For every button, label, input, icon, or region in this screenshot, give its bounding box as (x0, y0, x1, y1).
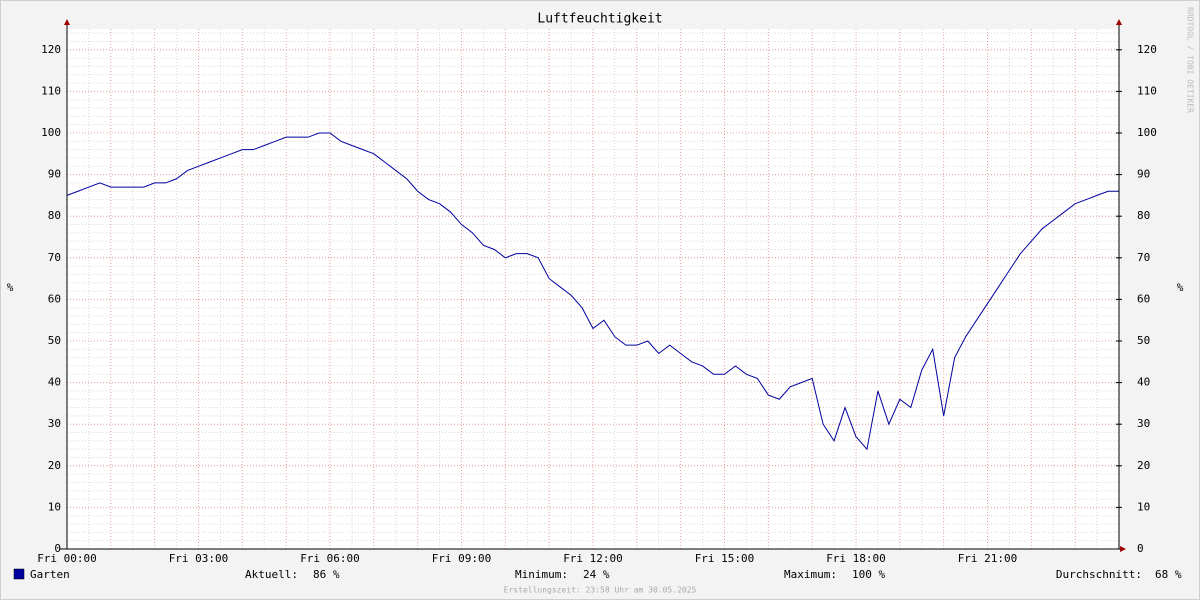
y-tick-label: 90 (48, 168, 61, 181)
axis-arrow (64, 19, 70, 25)
y-tick-label: 10 (48, 500, 61, 513)
legend: Garten Aktuell: 86 % Minimum: 24 % Maximum: 10… (13, 568, 1182, 581)
y-tick-label: 110 (41, 84, 61, 97)
grid (66, 29, 1119, 550)
x-tick-label: Fri 06:00 (300, 552, 360, 565)
y2-tick-label: 20 (1137, 459, 1150, 472)
x-tick-label: Fri 09:00 (432, 552, 492, 565)
stat-label: Maximum: (784, 568, 837, 581)
x-tick-label: Fri 18:00 (826, 552, 886, 565)
y-tick-label: 70 (48, 251, 61, 264)
x-tick-label: Fri 00:00 (37, 552, 97, 565)
y2-tick-label: 10 (1137, 500, 1150, 513)
stat-value: 24 % (583, 568, 610, 581)
stat-label: Durchschnitt: (1056, 568, 1142, 581)
x-tick-label: Fri 21:00 (958, 552, 1018, 565)
y2-tick-label: 100 (1137, 126, 1157, 139)
y2-tick-label: 120 (1137, 43, 1157, 56)
x-tick-label: Fri 03:00 (169, 552, 229, 565)
y-tick-label: 0 (54, 542, 61, 555)
plot-area (67, 29, 1119, 549)
y-tick-label: 80 (48, 209, 61, 222)
axis-arrow (1116, 19, 1122, 25)
stat-value: 68 % (1155, 568, 1182, 581)
x-tick-label: Fri 15:00 (695, 552, 755, 565)
y2-tick-label: 40 (1137, 376, 1150, 389)
y2-tick-label: 0 (1137, 542, 1144, 555)
y-tick-label: 100 (41, 126, 61, 139)
y-axis-label: % (7, 281, 14, 294)
y-tick-label: 120 (41, 43, 61, 56)
y-tick-label: 40 (48, 376, 61, 389)
stat-value: 100 % (852, 568, 885, 581)
stat-label: Aktuell: (245, 568, 298, 581)
y2-axis-label: % (1177, 281, 1184, 294)
watermark: RRDTOOL / TOBI OETIKER (1186, 7, 1195, 113)
x-tick-label: Fri 12:00 (563, 552, 623, 565)
chart-title: Luftfeuchtigkeit (537, 12, 662, 27)
y2-tick-label: 60 (1137, 292, 1150, 305)
legend-label: Garten (30, 568, 70, 581)
y-tick-label: 50 (48, 334, 61, 347)
y-tick-label: 30 (48, 417, 61, 430)
marks (66, 132, 1119, 451)
y-tick-label: 60 (48, 292, 61, 305)
legend-swatch (13, 568, 25, 580)
stat-label: Minimum: (515, 568, 568, 581)
axis-arrow (1120, 546, 1126, 552)
stat-value: 86 % (313, 568, 340, 581)
y2-tick-label: 70 (1137, 251, 1150, 264)
y2-tick-label: 30 (1137, 417, 1150, 430)
y-tick-label: 20 (48, 459, 61, 472)
y2-tick-label: 50 (1137, 334, 1150, 347)
y2-tick-label: 90 (1137, 168, 1150, 181)
y2-tick-label: 80 (1137, 209, 1150, 222)
data-line (66, 132, 1119, 451)
ticks: 0 10 20 30 40 50 60 70 80 90 100 110 120 0 10 20 30 40 50 6… (37, 43, 1157, 565)
y2-tick-label: 110 (1137, 84, 1157, 97)
footer: Erstellungszeit: 23:58 Uhr am 30.05.2025 (504, 586, 697, 595)
